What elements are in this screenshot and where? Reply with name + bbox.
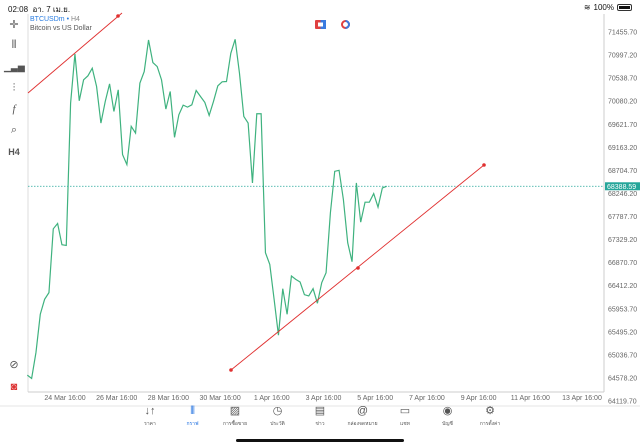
nav-label: บัญชี <box>442 421 453 427</box>
chat-icon: ▭ <box>399 405 411 417</box>
home-indicator <box>236 439 404 442</box>
nav-label: ข่าว <box>315 421 325 427</box>
x-tick-label: 26 Mar 16:00 <box>96 395 137 402</box>
x-tick-label: 9 Apr 16:00 <box>461 395 497 402</box>
nav-item-quotes[interactable]: ↓↑ ราคา <box>130 404 170 434</box>
wifi-icon: ≋ <box>583 3 591 12</box>
y-tick-label: 65036.70 <box>608 352 637 359</box>
status-time: 02:08 อา. 7 เม.ย. <box>8 5 71 14</box>
trade-levels-icon[interactable] <box>340 20 351 29</box>
bottom-nav: ↓↑ ราคา ⫴ กราฟ ▨ การซื้อขาย ◷ ประวัติ ▤ ข่าว @ กล่อ… <box>130 404 510 434</box>
y-tick-label: 64119.70 <box>608 399 637 406</box>
symbol-timeframe: H4 <box>70 16 80 23</box>
nav-label: การตั้งค่า <box>479 421 501 427</box>
mailbox-icon: @ <box>356 405 369 417</box>
x-tick-label: 30 Mar 16:00 <box>199 395 240 402</box>
y-tick-label: 68246.20 <box>608 191 637 198</box>
y-tick-label: 67787.70 <box>608 214 637 221</box>
nav-label: แชท <box>400 421 410 427</box>
indicators-icon[interactable]: ⫶ <box>12 82 16 94</box>
x-tick-label: 7 Apr 16:00 <box>409 395 445 402</box>
function-icon[interactable]: f <box>12 103 16 115</box>
nav-item-news[interactable]: ▤ ข่าว <box>300 404 340 434</box>
y-tick-label: 70080.20 <box>608 99 637 106</box>
quotes-icon: ↓↑ <box>144 405 156 417</box>
y-tick-label: 68704.70 <box>608 168 637 175</box>
nav-label: กราฟ <box>186 421 199 427</box>
price-line <box>26 39 387 380</box>
trendline-handle[interactable] <box>356 266 360 270</box>
y-tick-label: 64578.20 <box>608 375 637 382</box>
trendline-handle[interactable] <box>482 163 486 167</box>
nav-label: ราคา <box>144 421 156 427</box>
status-bar: 02:08 อา. 7 เม.ย. ≋ 100% <box>0 0 640 14</box>
nav-item-account[interactable]: ◉ บัญชี <box>428 404 468 434</box>
x-tick-label: 1 Apr 16:00 <box>254 395 290 402</box>
nav-item-trade[interactable]: ▨ การซื้อขาย <box>215 404 255 434</box>
one-click-trading-icon[interactable] <box>315 20 326 29</box>
x-tick-label: 24 Mar 16:00 <box>44 395 85 402</box>
history-icon: ◷ <box>272 405 283 417</box>
nav-item-settings[interactable]: ⚙ การตั้งค่า <box>470 404 510 434</box>
nav-item-history[interactable]: ◷ ประวัติ <box>258 404 298 434</box>
volume-icon[interactable]: ▁▃▅ <box>4 62 25 72</box>
nav-label: การซื้อขาย <box>222 421 248 427</box>
y-tick-label: 66412.20 <box>608 283 637 290</box>
timeframe-button[interactable]: H4 <box>8 147 20 157</box>
y-tick-label: 67329.20 <box>608 237 637 244</box>
nav-item-chart[interactable]: ⫴ กราฟ <box>173 404 213 434</box>
y-tick-label: 65953.70 <box>608 306 637 313</box>
x-tick-label: 5 Apr 16:00 <box>357 395 393 402</box>
y-tick-label: 69621.70 <box>608 122 637 129</box>
trendline-handle[interactable] <box>229 368 233 372</box>
objects-icon[interactable]: ⌕ <box>10 124 18 136</box>
y-tick-label: 70997.20 <box>608 53 637 60</box>
nav-item-chat[interactable]: ▭ แชท <box>385 404 425 434</box>
news-icon: ▤ <box>314 405 326 417</box>
left-toolbar: ✛ ⫴ ▁▃▅ ⫶ f ⌕ H4 ⊘ ◙ <box>0 14 28 406</box>
y-tick-label: 65495.20 <box>608 329 637 336</box>
battery-icon <box>617 4 632 11</box>
chart-type-icon[interactable]: ⫴ <box>11 39 17 51</box>
nav-item-mailbox[interactable]: @ กล่องจดหมาย <box>343 404 383 434</box>
zoom-check-icon[interactable]: ⊘ <box>9 359 19 371</box>
current-price-tag <box>605 182 640 191</box>
broker-logo-icon[interactable]: ◙ <box>10 381 18 393</box>
crosshair-icon[interactable]: ✛ <box>9 19 19 31</box>
symbol-description: Bitcoin vs US Dollar <box>30 25 92 32</box>
x-tick-label: 3 Apr 16:00 <box>306 395 342 402</box>
upper-trendline[interactable] <box>27 12 123 94</box>
y-tick-label: 70538.70 <box>608 76 637 83</box>
nav-label: ประวัติ <box>270 421 285 427</box>
y-tick-label: 69163.20 <box>608 145 637 152</box>
trendline-handle[interactable] <box>116 14 120 18</box>
trade-icon: ▨ <box>229 405 241 417</box>
account-icon: ◉ <box>442 405 453 417</box>
settings-icon: ⚙ <box>485 405 495 417</box>
nav-label: กล่องจดหมาย <box>347 421 378 427</box>
x-tick-label: 13 Apr 16:00 <box>562 395 602 402</box>
x-tick-label: 11 Apr 16:00 <box>511 395 550 402</box>
symbol-header[interactable]: BTCUSDm • H4 Bitcoin vs US Dollar <box>30 16 92 32</box>
x-tick-label: 28 Mar 16:00 <box>148 395 189 402</box>
symbol-name: BTCUSDm <box>30 16 65 23</box>
chart-icon: ⫴ <box>190 405 195 417</box>
y-tick-label: 66870.70 <box>608 260 637 267</box>
current-price-label: 68388.59 <box>607 184 636 191</box>
y-tick-label: 71455.70 <box>608 30 637 37</box>
battery-percent: 100% <box>593 3 614 12</box>
